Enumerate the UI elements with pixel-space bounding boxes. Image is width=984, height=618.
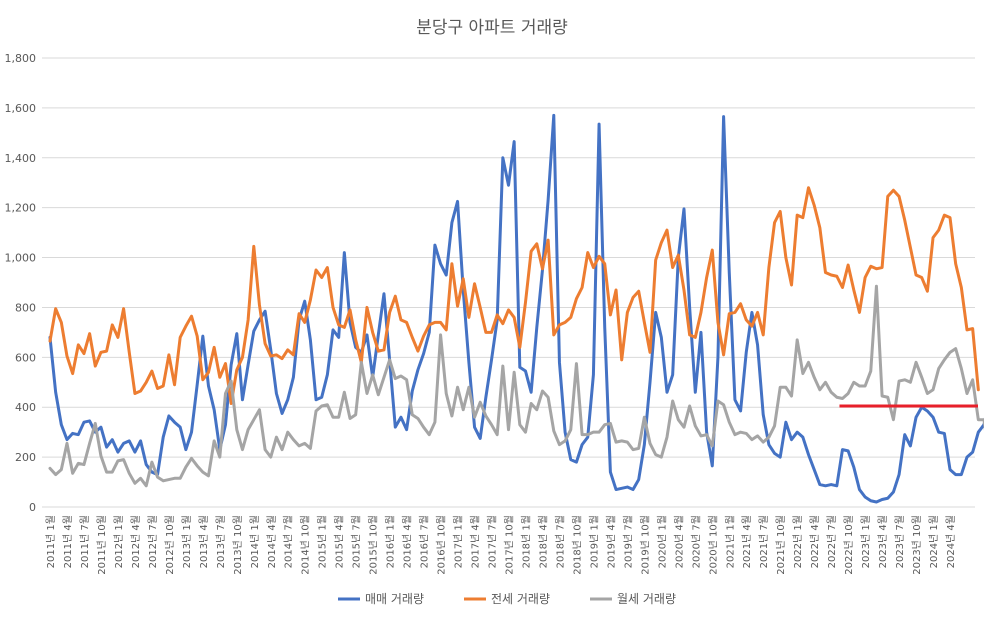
x-tick-label: 2012년 1월 — [113, 515, 125, 568]
series-line-1 — [48, 186, 980, 405]
x-tick-label: 2020년 10월 — [707, 515, 719, 575]
x-tick-label: 2012년 10월 — [164, 515, 176, 575]
x-tick-label: 2023년 10월 — [911, 515, 923, 575]
x-tick-label: 2015년 10월 — [368, 515, 380, 575]
x-tick-label: 2018년 10월 — [571, 515, 583, 575]
x-tick-label: 2021년 10월 — [775, 515, 787, 575]
x-tick-label: 2017년 10월 — [504, 515, 516, 575]
x-tick-label: 2020년 7월 — [690, 515, 702, 568]
x-tick-label: 2019년 7월 — [622, 515, 634, 568]
y-tick-label: 800 — [15, 301, 36, 314]
chart-title: 분당구 아파트 거래량 — [416, 18, 568, 38]
y-tick-label: 200 — [15, 451, 36, 464]
x-tick-label: 2011년 7월 — [79, 515, 91, 568]
legend-label-2: 월세 거래량 — [617, 592, 676, 606]
series-lines — [48, 113, 984, 504]
x-tick-label: 2013년 1월 — [181, 515, 193, 568]
y-tick-label: 600 — [15, 351, 36, 364]
x-tick-label: 2021년 7월 — [758, 515, 770, 568]
y-tick-label: 1,400 — [5, 152, 37, 165]
x-tick-label: 2015년 7월 — [351, 515, 363, 568]
series-line-0 — [48, 113, 984, 504]
x-tick-label: 2011년 10월 — [96, 515, 108, 575]
x-tick-label: 2014년 4월 — [266, 515, 278, 568]
x-tick-label: 2023년 7월 — [894, 515, 906, 568]
x-tick-label: 2022년 10월 — [843, 515, 855, 575]
y-tick-label: 0 — [29, 501, 36, 514]
y-tick-label: 1,600 — [5, 102, 37, 115]
x-tick-label: 2012년 7월 — [147, 515, 159, 568]
x-tick-label: 2018년 7월 — [554, 515, 566, 568]
x-tick-label: 2016년 4월 — [402, 515, 414, 568]
x-tick-label: 2015년 4월 — [334, 515, 346, 568]
y-tick-label: 1,800 — [5, 52, 37, 65]
x-tick-label: 2022년 1월 — [792, 515, 804, 568]
x-tick-label: 2011년 1월 — [45, 515, 57, 568]
x-axis-tick-labels: 2011년 1월 2011년 4월 2011년 7월 2011년 10월 2012년 1… — [45, 515, 957, 575]
x-tick-label: 2016년 7월 — [419, 515, 431, 568]
legend: 매매 거래량 전세 거래량 월세 거래량 — [338, 592, 676, 606]
x-tick-label: 2020년 4월 — [673, 515, 685, 568]
x-tick-label: 2024년 1월 — [928, 515, 940, 568]
x-tick-label: 2022년 4월 — [809, 515, 821, 568]
y-tick-label: 1,200 — [5, 202, 37, 215]
legend-label-1: 전세 거래량 — [491, 592, 550, 606]
x-tick-label: 2016년 10월 — [436, 515, 448, 575]
x-tick-label: 2019년 1월 — [588, 515, 600, 568]
x-tick-label: 2020년 1월 — [656, 515, 668, 568]
x-tick-label: 2017년 7월 — [487, 515, 499, 568]
x-tick-label: 2011년 4월 — [62, 515, 74, 568]
x-tick-label: 2016년 1월 — [385, 515, 397, 568]
y-tick-label: 1,000 — [5, 252, 37, 265]
x-tick-label: 2014년 10월 — [300, 515, 312, 575]
x-tick-label: 2021년 4월 — [741, 515, 753, 568]
x-tick-label: 2014년 7월 — [283, 515, 295, 568]
series-line-2 — [48, 284, 984, 488]
x-tick-label: 2023년 4월 — [877, 515, 889, 568]
x-tick-label: 2014년 1월 — [249, 515, 261, 568]
x-tick-label: 2019년 4월 — [605, 515, 617, 568]
x-tick-label: 2013년 4월 — [198, 515, 210, 568]
x-tick-label: 2021년 1월 — [724, 515, 736, 568]
y-tick-label: 400 — [15, 401, 36, 414]
x-tick-label: 2022년 7월 — [826, 515, 838, 568]
x-tick-label: 2013년 7월 — [215, 515, 227, 568]
x-tick-label: 2015년 1월 — [317, 515, 329, 568]
legend-label-0: 매매 거래량 — [365, 592, 424, 606]
x-tick-label: 2012년 4월 — [130, 515, 142, 568]
x-tick-label: 2024년 4월 — [945, 515, 957, 568]
x-tick-label: 2018년 4월 — [537, 515, 549, 568]
x-tick-label: 2017년 1월 — [453, 515, 465, 568]
x-tick-label: 2023년 1월 — [860, 515, 872, 568]
x-tick-label: 2018년 1월 — [520, 515, 532, 568]
gridlines — [42, 57, 975, 508]
y-axis-tick-labels: 0 200 400 600 800 1,000 1,200 1,400 1,600 1,800 — [5, 52, 37, 514]
x-tick-label: 2017년 4월 — [470, 515, 482, 568]
x-tick-label: 2013년 10월 — [232, 515, 244, 575]
x-tick-label: 2019년 10월 — [639, 515, 651, 575]
